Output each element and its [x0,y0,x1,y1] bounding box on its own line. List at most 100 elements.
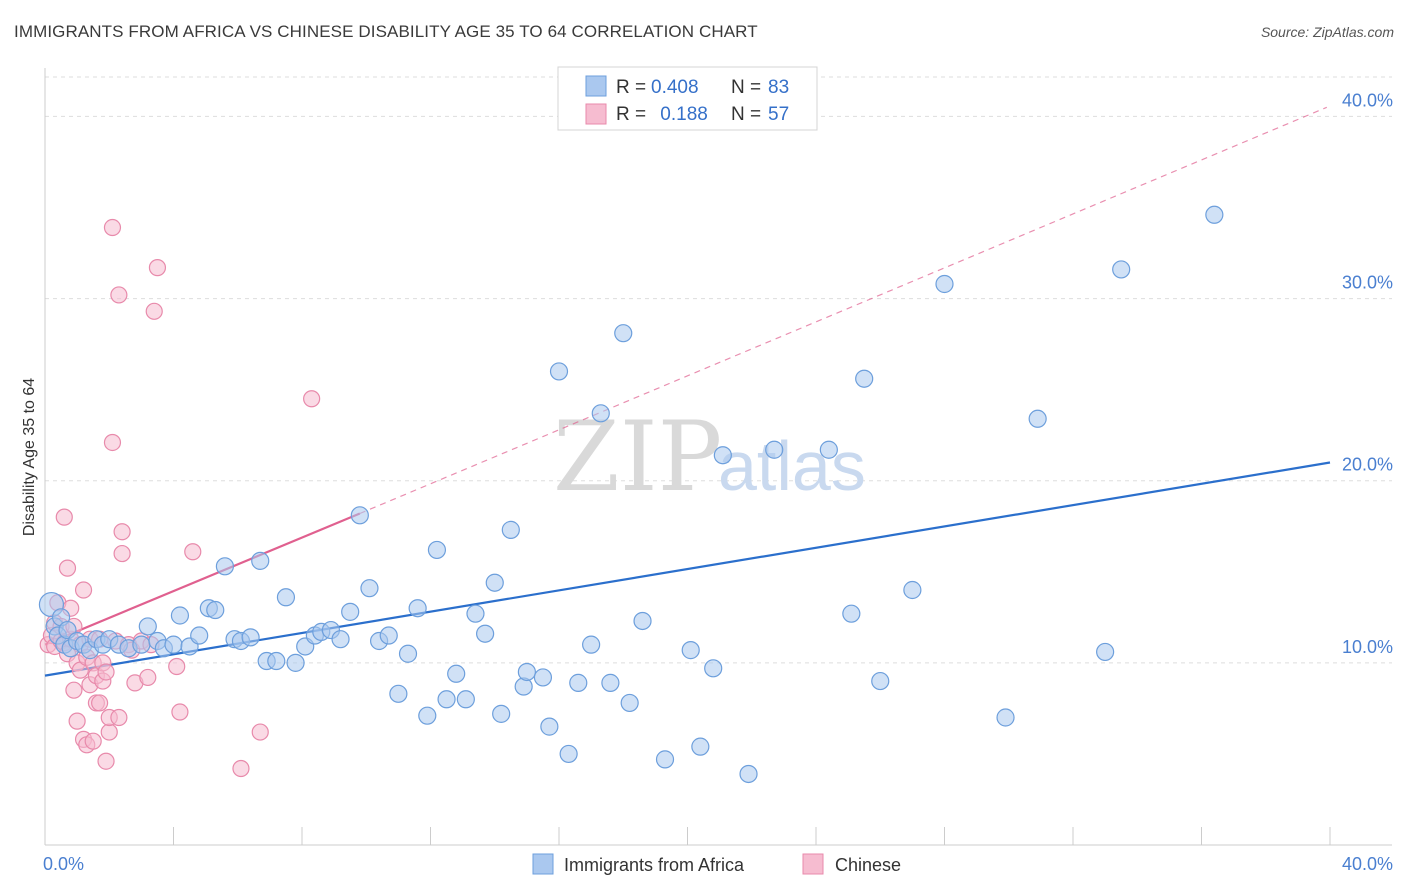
point-chinese [58,559,77,577]
watermark-atlas: atlas [718,427,866,505]
point-africa [485,573,504,592]
point-chinese [148,259,167,277]
point-africa [138,617,157,636]
y-tick-label: 20.0% [1342,455,1393,475]
point-chinese [184,543,202,561]
bottom-legend: Immigrants from Africa Chinese [532,853,901,875]
point-africa [819,440,838,459]
point-africa [655,750,675,769]
trendline-chinese-extended [359,106,1328,515]
point-africa [360,579,379,598]
axis-layer: 10.0% 20.0% 30.0% 40.0% 0.0% 40.0% [43,68,1393,874]
point-africa [559,744,578,764]
point-africa [215,557,234,576]
point-africa [601,673,620,692]
point-africa [996,708,1015,727]
point-chinese [74,581,93,599]
point-africa [501,520,520,539]
point-africa [569,673,588,692]
point-chinese [145,302,163,320]
points-layer [38,205,1224,784]
point-chinese [91,694,109,712]
y-tick-label: 40.0% [1342,90,1393,110]
point-chinese [168,657,186,676]
point-chinese [251,723,269,741]
point-africa [739,764,758,784]
point-africa [1205,205,1224,224]
point-chinese [110,708,128,727]
point-africa [427,540,447,560]
point-africa [350,506,369,525]
legend-r-value-2: 0.188 [655,104,708,125]
legend-r-value-1: 0.408 [651,77,699,98]
trend-layer [44,106,1331,677]
point-africa [437,690,456,709]
point-chinese [55,508,73,526]
point-africa [903,580,922,600]
point-africa [681,641,700,660]
point-chinese [113,544,131,563]
point-chinese [110,286,128,304]
source-label: Source: ZipAtlas.com [1260,24,1394,40]
point-africa [466,604,485,623]
point-africa [620,693,639,713]
legend-swatch-blue [585,75,607,97]
y-tick-label: 10.0% [1342,637,1393,657]
point-africa [341,602,360,621]
point-chinese [303,390,321,408]
legend: R = 0.408 N = 83 R = 0.188 N = 57 [557,66,818,131]
point-africa [379,626,398,645]
point-africa [398,644,418,663]
point-africa [549,362,569,381]
point-africa [132,635,151,654]
point-africa [855,369,874,388]
point-africa [591,404,610,423]
point-chinese [103,433,122,452]
legend-r-label-1: R = [616,77,646,98]
bottom-legend-swatch-blue [532,853,554,875]
point-africa [170,606,190,625]
point-africa [206,600,225,620]
legend-n-value-1: 83 [768,77,789,98]
bottom-legend-label-africa: Immigrants from Africa [564,855,745,875]
point-africa [190,626,209,645]
point-chinese [171,703,189,721]
point-africa [251,551,270,570]
point-chinese [103,218,122,237]
point-africa [871,671,890,691]
x-tick-label: 40.0% [1342,854,1393,874]
y-tick-label: 30.0% [1342,273,1393,293]
point-africa [614,324,633,343]
point-africa [286,653,305,672]
point-africa [276,588,296,607]
point-chinese [113,523,131,541]
legend-n-value-2: 57 [768,104,789,125]
point-chinese [97,663,115,681]
point-chinese [68,712,86,730]
point-africa [331,630,350,649]
point-africa [704,659,723,678]
point-africa [164,635,183,654]
point-africa [476,624,495,643]
point-chinese [139,668,157,687]
point-africa [533,668,553,687]
point-africa [517,662,536,682]
point-africa [633,611,652,631]
point-africa [582,635,601,654]
point-africa [447,664,466,683]
point-africa [241,628,260,647]
watermark-zip: ZIP [553,401,722,513]
point-africa [389,684,408,703]
point-africa [540,717,559,736]
point-africa [408,599,427,618]
point-africa [456,690,475,709]
point-chinese [97,752,115,770]
legend-n-label-2: N = [731,104,761,125]
bottom-legend-label-chinese: Chinese [835,855,901,875]
point-africa [842,604,861,623]
trendline-chinese [44,512,361,646]
bottom-legend-swatch-pink [802,853,824,875]
point-africa [691,737,710,756]
point-chinese [84,732,102,750]
